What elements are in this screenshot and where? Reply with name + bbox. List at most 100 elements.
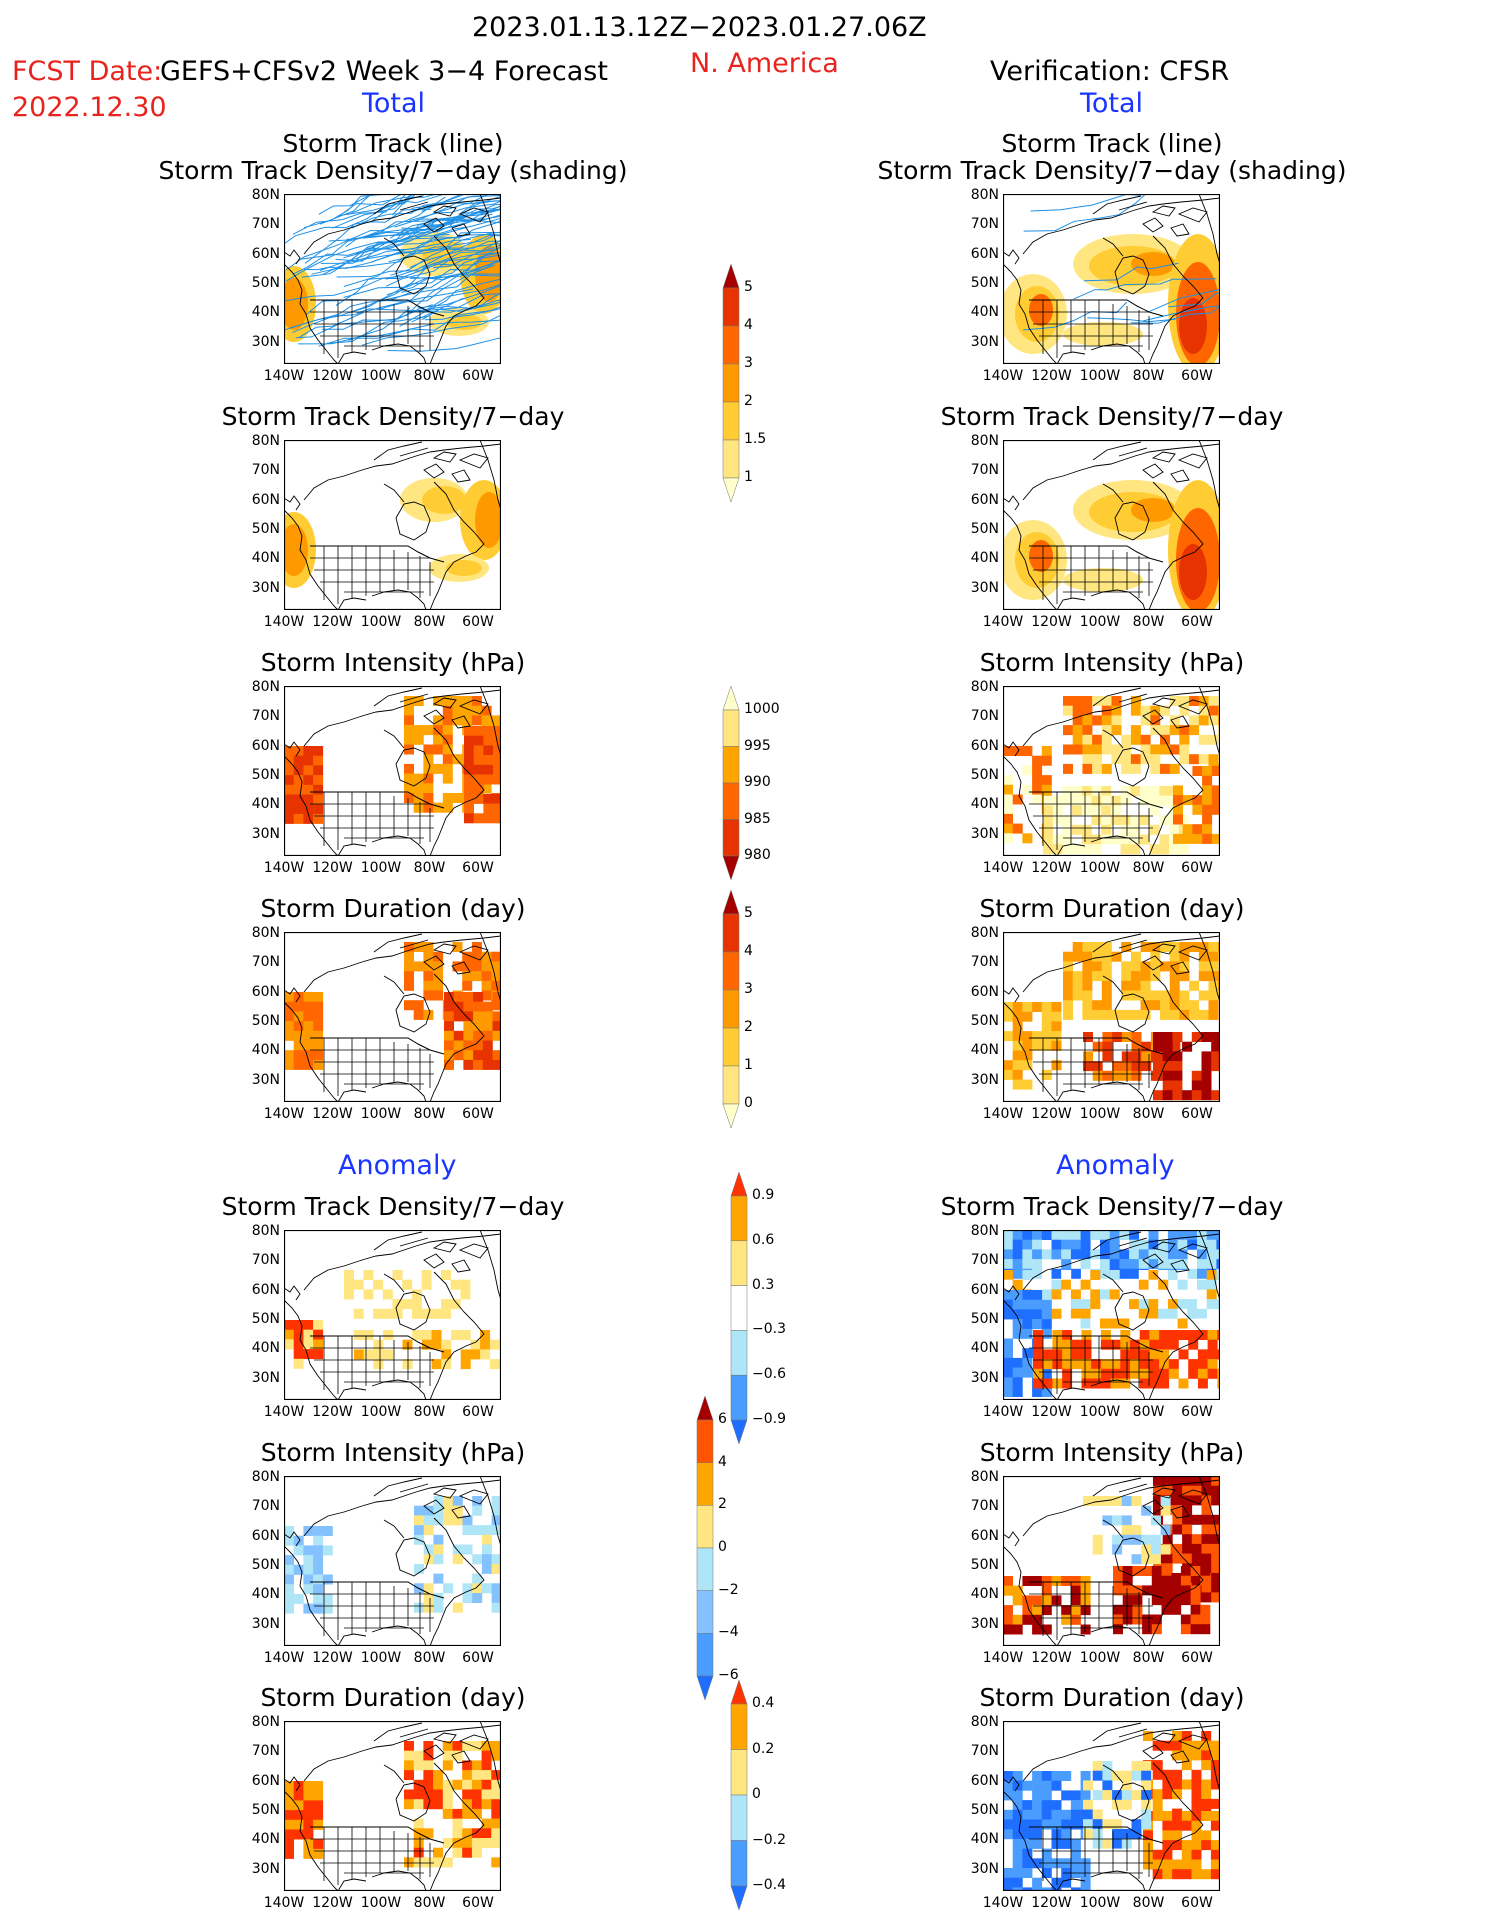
grid-cell	[313, 1574, 324, 1585]
grid-cell	[1063, 725, 1073, 736]
lon-label: 80W	[1132, 368, 1165, 384]
grid-cell	[284, 1819, 294, 1830]
grid-cell	[1131, 1525, 1142, 1536]
grid-cell	[423, 951, 434, 962]
storm-track-line	[303, 194, 389, 229]
grid-cell	[464, 784, 474, 795]
lat-label: 70N	[970, 1743, 999, 1760]
grid-cell	[1172, 1051, 1183, 1062]
grid-cell	[284, 1059, 294, 1070]
grid-cell	[1169, 715, 1180, 726]
grid-cell	[1091, 786, 1102, 796]
grid-cell	[1091, 834, 1102, 845]
grid-cell	[1200, 1614, 1211, 1625]
grid-cell	[1162, 1485, 1173, 1496]
lon-label: 60W	[1181, 1895, 1213, 1911]
grid-cell	[1109, 1289, 1120, 1300]
grid-cell	[1051, 1011, 1062, 1022]
grid-cell	[1061, 1249, 1072, 1260]
grid-cell	[303, 775, 314, 786]
grid-cell	[1182, 795, 1193, 806]
grid-cell	[423, 763, 434, 774]
grid-cell	[452, 1808, 463, 1819]
grid-cell	[1101, 971, 1112, 982]
grid-cell	[472, 1573, 483, 1584]
grid-cell	[1211, 1553, 1220, 1564]
grid-cell	[1173, 833, 1183, 844]
grid-cell	[1177, 1230, 1188, 1240]
grid-cell	[1197, 1378, 1208, 1389]
grid-cell	[473, 1040, 484, 1051]
grid-cell	[481, 715, 492, 726]
grid-cell	[462, 951, 473, 962]
grid-cell	[462, 1789, 473, 1800]
grid-cell	[1172, 1495, 1183, 1506]
map-frame	[1003, 1721, 1220, 1891]
grid-cell	[313, 765, 324, 776]
storm-track-line	[1130, 305, 1220, 324]
grid-cell	[1143, 1859, 1153, 1870]
grid-cell	[284, 804, 294, 815]
grid-cell	[473, 1011, 484, 1022]
grid-cell	[1211, 1563, 1220, 1574]
grid-cell	[1180, 1624, 1191, 1635]
grid-cell	[1142, 1585, 1153, 1596]
grid-cell	[1043, 834, 1053, 845]
grid-cell	[373, 1359, 384, 1370]
grid-cell	[1159, 1368, 1170, 1379]
grid-cell	[1003, 746, 1013, 756]
grid-cell	[303, 1584, 314, 1595]
grid-cell	[1070, 1239, 1081, 1250]
period-title: 2023.01.13.12Z−2023.01.27.06Z	[472, 12, 927, 43]
grid-cell	[1041, 1021, 1052, 1032]
grid-cell	[1152, 1789, 1163, 1800]
grid-cell	[1111, 696, 1122, 706]
lon-label: 80W	[413, 1650, 446, 1666]
grid-cell	[491, 1779, 501, 1790]
lat-label: 70N	[970, 1498, 999, 1515]
grid-cell	[444, 1030, 454, 1041]
grid-cell	[1092, 961, 1103, 972]
grid-cell	[1061, 1809, 1072, 1820]
grid-cell	[1022, 1270, 1033, 1280]
grid-cell	[1130, 961, 1141, 972]
grid-cell	[1081, 824, 1092, 835]
grid-cell	[1160, 1000, 1170, 1011]
coastline-path	[371, 1870, 427, 1891]
grid-cell	[1211, 1051, 1220, 1062]
storm-track-line	[335, 253, 487, 307]
grid-cell	[382, 1308, 393, 1319]
grid-cell	[1082, 696, 1093, 706]
grid-cell	[1160, 763, 1170, 774]
grid-cell	[1169, 980, 1180, 991]
grid-cell	[1012, 1367, 1023, 1378]
grid-cell	[443, 1496, 454, 1506]
panel-title: Storm Track (line)	[282, 129, 504, 158]
grid-cell	[413, 1009, 424, 1020]
storm-track-line	[318, 306, 501, 347]
grid-cell	[1149, 1378, 1160, 1389]
lat-label: 30N	[251, 825, 280, 842]
grid-cell	[1083, 1780, 1093, 1791]
grid-cell	[404, 971, 414, 982]
coastline-path	[1090, 343, 1146, 364]
coastline-path	[1092, 441, 1208, 469]
grid-cell	[404, 951, 414, 962]
grid-cell	[1082, 754, 1093, 765]
storm-track-line	[1168, 291, 1220, 308]
map-dur-anom-left	[284, 1721, 501, 1891]
colorbar-label: 1.5	[744, 431, 767, 447]
grid-cell	[1003, 1771, 1013, 1781]
coastline-path	[395, 501, 431, 541]
grid-cell	[404, 734, 414, 745]
grid-cell	[313, 1329, 324, 1340]
grid-cell	[414, 1602, 424, 1613]
grid-cell	[1080, 1576, 1091, 1586]
colorbar-swatch	[696, 1633, 714, 1677]
colorbar-swatch	[730, 1172, 748, 1197]
grid-cell	[1200, 1566, 1211, 1576]
grid-cell	[1101, 725, 1112, 736]
grid-cell	[1149, 1349, 1160, 1360]
grid-cell	[1192, 766, 1203, 776]
grid-cell	[1201, 1869, 1212, 1880]
